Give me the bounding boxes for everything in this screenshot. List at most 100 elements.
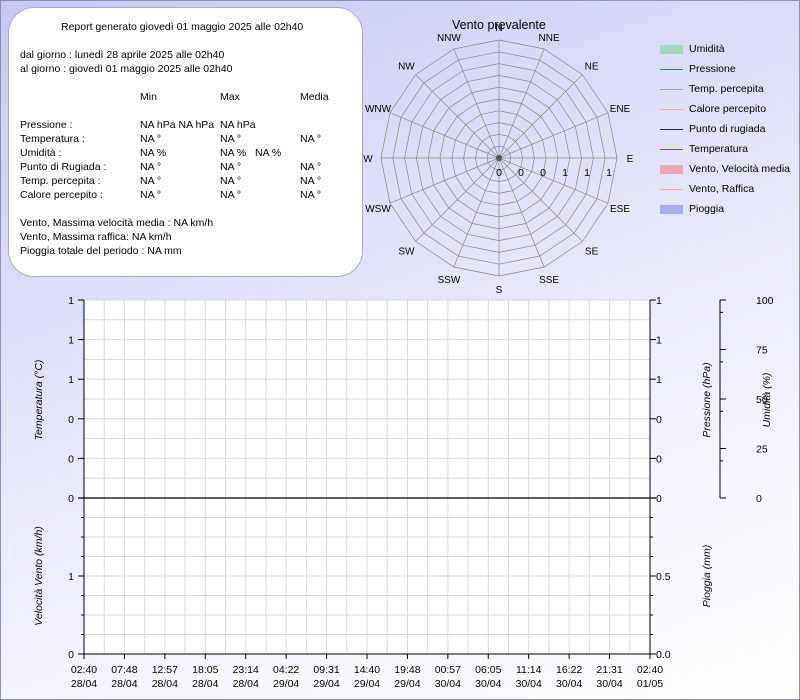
row-min: NA ° bbox=[140, 133, 162, 145]
legend-swatch bbox=[660, 45, 683, 54]
windrose-direction-label: E bbox=[627, 154, 634, 165]
humidity-tick-label: 25 bbox=[756, 444, 768, 456]
windrose-spoke bbox=[498, 157, 583, 242]
column-min: Min bbox=[140, 91, 157, 103]
temperature-tick-label: 0 bbox=[68, 453, 74, 465]
windrose-direction-label: W bbox=[363, 154, 373, 165]
rain-tick-label: 0.0 bbox=[656, 649, 671, 661]
summary-panel bbox=[8, 7, 363, 277]
x-tick-time: 06:05 bbox=[475, 664, 501, 676]
pressure-axis-title: Pressione (hPa) bbox=[701, 362, 713, 437]
windrose-spoke bbox=[389, 112, 500, 159]
pressure-tick-label: 0 bbox=[656, 414, 662, 426]
legend-label: Temperatura bbox=[689, 143, 748, 155]
temperature-axis-title: Temperatura (°C) bbox=[33, 360, 45, 441]
x-tick-date: 30/04 bbox=[596, 678, 622, 690]
x-tick-date: 30/04 bbox=[556, 678, 582, 690]
temperature-tick-label: 0 bbox=[68, 493, 74, 505]
rain-axis-title: Pioggia (mm) bbox=[701, 545, 713, 607]
temperature-tick-label: 1 bbox=[68, 295, 74, 307]
windrose-scale-label: 0 bbox=[518, 167, 524, 179]
windrose-direction-label: NE bbox=[585, 61, 599, 72]
row-label: Calore percepito : bbox=[20, 189, 103, 201]
legend-label: Pressione bbox=[689, 63, 736, 75]
row-label: Temp. percepita : bbox=[20, 175, 101, 187]
row-max: NA ° bbox=[220, 161, 242, 173]
windrose-spoke bbox=[498, 74, 583, 159]
row-avg: NA ° bbox=[300, 189, 322, 201]
row-min: NA ° bbox=[140, 161, 162, 173]
windrose-direction-label: WSW bbox=[365, 204, 391, 215]
x-tick-time: 18:05 bbox=[192, 664, 218, 676]
pressure-tick-label: 1 bbox=[656, 335, 662, 347]
row-avg: NA ° bbox=[300, 133, 322, 145]
x-tick-date: 28/04 bbox=[152, 678, 178, 690]
windrose-title: Vento prevalente bbox=[452, 18, 546, 32]
column-max: Max bbox=[220, 91, 240, 103]
pressure-tick-label: 0 bbox=[656, 493, 662, 505]
legend-label: Calore percepito bbox=[689, 103, 767, 115]
windrose-spoke bbox=[453, 48, 500, 159]
legend-swatch bbox=[660, 129, 683, 130]
windrose-center bbox=[496, 155, 502, 161]
x-tick-time: 21:31 bbox=[596, 664, 622, 676]
legend-swatch bbox=[660, 149, 683, 150]
x-tick-date: 28/04 bbox=[71, 678, 97, 690]
windrose-spoke bbox=[415, 74, 500, 159]
windrose-direction-label: SSE bbox=[539, 275, 559, 286]
pressure-tick-label: 1 bbox=[656, 374, 662, 386]
windrose: N NNE NE ENE E ESE SE SSE S SSW SW WSW W WNW NW NNW 0 0 0 1… bbox=[363, 23, 634, 296]
wind-speed-axis-title: Velocità Vento (km/h) bbox=[33, 526, 45, 626]
x-tick-date: 28/04 bbox=[233, 678, 259, 690]
row-label: Umidità : bbox=[20, 147, 62, 159]
row-label: Pressione : bbox=[20, 119, 73, 131]
humidity-axis-title: Umidità (%) bbox=[761, 373, 773, 428]
row-max: NA ° bbox=[220, 133, 242, 145]
wind-speed-tick-label: 1 bbox=[68, 571, 74, 583]
windrose-spoke bbox=[389, 157, 500, 204]
humidity-tick-label: 75 bbox=[756, 345, 768, 357]
windrose-direction-label: NNW bbox=[437, 33, 461, 44]
x-tick-time: 00:57 bbox=[435, 664, 461, 676]
column-avg: Media bbox=[300, 91, 329, 103]
x-tick-date: 28/04 bbox=[111, 678, 137, 690]
legend-label: Temp. percepita bbox=[689, 83, 764, 95]
row-min: NA % bbox=[140, 147, 167, 159]
x-tick-time: 04:22 bbox=[273, 664, 299, 676]
windrose-direction-label: WNW bbox=[365, 104, 392, 115]
row-max: NA ° bbox=[220, 175, 242, 187]
x-tick-time: 02:40 bbox=[637, 664, 663, 676]
windrose-scale-label: 0 bbox=[540, 167, 546, 179]
windrose-scale-label: 1 bbox=[606, 167, 612, 179]
windrose-scale-label: 1 bbox=[584, 167, 590, 179]
legend-swatch bbox=[660, 69, 683, 70]
windrose-spoke bbox=[498, 112, 609, 159]
wind-avg-summary: Vento, Massima velocità media : NA km/h bbox=[20, 217, 214, 229]
x-tick-date: 30/04 bbox=[435, 678, 461, 690]
legend-swatch bbox=[660, 205, 683, 214]
x-tick-date: 01/05 bbox=[637, 678, 663, 690]
rain-tick-label: 0.5 bbox=[656, 571, 671, 583]
x-tick-time: 02:40 bbox=[71, 664, 97, 676]
row-label: Temperatura : bbox=[20, 133, 85, 145]
windrose-direction-label: NW bbox=[398, 61, 415, 72]
x-tick-time: 14:40 bbox=[354, 664, 380, 676]
period-to: al giorno : giovedì 01 maggio 2025 alle … bbox=[20, 63, 233, 75]
row-max: NA hPa bbox=[220, 119, 256, 131]
row-min: NA hPa NA hPa bbox=[140, 119, 215, 131]
legend-label: Punto di rugiada bbox=[689, 123, 766, 135]
windrose-direction-label: SSW bbox=[438, 275, 461, 286]
windrose-scale-label: 0 bbox=[496, 167, 502, 179]
legend-label: Umidità bbox=[689, 43, 725, 55]
rain-total-summary: Pioggia totale del periodo : NA mm bbox=[20, 245, 182, 257]
windrose-spoke bbox=[498, 48, 545, 159]
windrose-spoke bbox=[415, 157, 500, 242]
windrose-direction-label: SW bbox=[398, 247, 415, 258]
windrose-direction-label: N bbox=[495, 23, 502, 34]
legend-label: Vento, Raffica bbox=[689, 183, 755, 195]
x-tick-date: 29/04 bbox=[273, 678, 299, 690]
row-label: Punto di Rugiada : bbox=[20, 161, 107, 173]
legend-label: Pioggia bbox=[689, 203, 725, 215]
x-tick-time: 23:14 bbox=[233, 664, 259, 676]
